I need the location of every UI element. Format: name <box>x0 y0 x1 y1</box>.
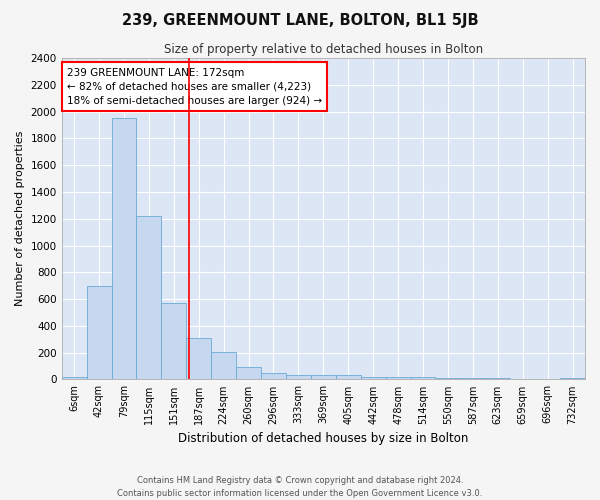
Bar <box>436 378 460 380</box>
Bar <box>211 352 236 380</box>
Bar <box>161 303 186 380</box>
Bar <box>361 377 386 380</box>
Bar <box>410 377 436 380</box>
Title: Size of property relative to detached houses in Bolton: Size of property relative to detached ho… <box>164 42 483 56</box>
Text: 239, GREENMOUNT LANE, BOLTON, BL1 5JB: 239, GREENMOUNT LANE, BOLTON, BL1 5JB <box>122 12 478 28</box>
Bar <box>560 378 585 380</box>
Bar <box>336 375 361 380</box>
Bar <box>311 376 336 380</box>
Bar <box>112 118 136 380</box>
Bar <box>86 286 112 380</box>
Bar <box>261 374 286 380</box>
Bar <box>386 378 410 380</box>
Bar <box>535 379 560 380</box>
Bar <box>236 368 261 380</box>
Text: 239 GREENMOUNT LANE: 172sqm
← 82% of detached houses are smaller (4,223)
18% of : 239 GREENMOUNT LANE: 172sqm ← 82% of det… <box>67 68 322 106</box>
Text: Contains HM Land Registry data © Crown copyright and database right 2024.
Contai: Contains HM Land Registry data © Crown c… <box>118 476 482 498</box>
Bar <box>186 338 211 380</box>
Y-axis label: Number of detached properties: Number of detached properties <box>15 131 25 306</box>
X-axis label: Distribution of detached houses by size in Bolton: Distribution of detached houses by size … <box>178 432 469 445</box>
Bar <box>62 377 86 380</box>
Bar <box>286 374 311 380</box>
Bar <box>510 379 535 380</box>
Bar <box>460 378 485 380</box>
Bar <box>485 378 510 380</box>
Bar <box>136 216 161 380</box>
